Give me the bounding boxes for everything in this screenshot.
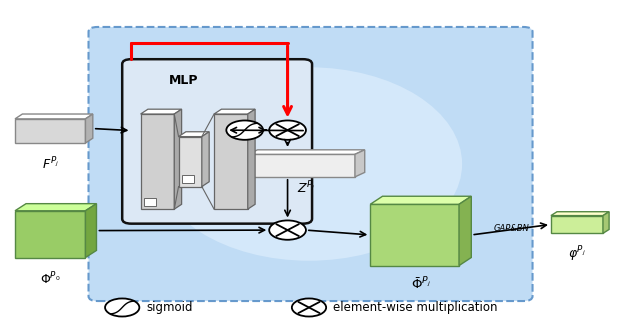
- Polygon shape: [85, 114, 93, 143]
- Circle shape: [269, 120, 306, 140]
- Polygon shape: [202, 132, 209, 187]
- Polygon shape: [15, 211, 85, 257]
- Text: $\bar{\Phi}^{P_j}$: $\bar{\Phi}^{P_j}$: [411, 277, 431, 293]
- Polygon shape: [355, 150, 365, 177]
- Polygon shape: [15, 204, 96, 211]
- Polygon shape: [370, 204, 459, 266]
- Polygon shape: [214, 109, 255, 114]
- Text: $\varphi^{P_j}$: $\varphi^{P_j}$: [568, 245, 586, 264]
- Polygon shape: [248, 109, 255, 209]
- Polygon shape: [85, 204, 96, 257]
- Text: $F^{P_j}$: $F^{P_j}$: [42, 156, 59, 173]
- Ellipse shape: [156, 67, 462, 261]
- Polygon shape: [179, 132, 209, 136]
- Circle shape: [226, 120, 263, 140]
- FancyBboxPatch shape: [122, 59, 312, 224]
- FancyBboxPatch shape: [88, 27, 533, 301]
- Polygon shape: [179, 136, 202, 187]
- Polygon shape: [370, 196, 472, 204]
- Text: GAP&BN: GAP&BN: [493, 224, 529, 233]
- Circle shape: [292, 298, 326, 317]
- Text: sigmoid: sigmoid: [146, 301, 193, 314]
- Polygon shape: [248, 154, 355, 177]
- Circle shape: [269, 220, 306, 240]
- Polygon shape: [15, 114, 93, 119]
- Polygon shape: [214, 114, 248, 209]
- Polygon shape: [603, 212, 609, 233]
- Polygon shape: [551, 215, 603, 233]
- Polygon shape: [140, 109, 182, 114]
- Text: $\Phi^{P_0}$: $\Phi^{P_0}$: [40, 270, 61, 287]
- Text: MLP: MLP: [169, 74, 198, 87]
- Polygon shape: [551, 212, 609, 215]
- Polygon shape: [15, 119, 85, 143]
- Polygon shape: [140, 114, 174, 209]
- Polygon shape: [459, 196, 472, 266]
- Polygon shape: [182, 175, 194, 183]
- Text: $Z^{P_j}$: $Z^{P_j}$: [297, 180, 316, 197]
- Circle shape: [105, 298, 139, 317]
- Polygon shape: [174, 109, 182, 209]
- Polygon shape: [248, 150, 365, 154]
- Text: element-wise multiplication: element-wise multiplication: [334, 301, 498, 314]
- Polygon shape: [143, 198, 156, 206]
